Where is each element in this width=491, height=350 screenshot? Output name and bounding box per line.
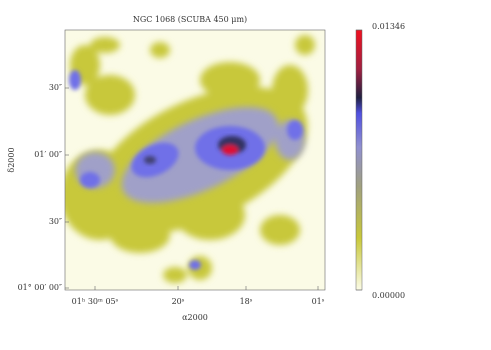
- y-axis-label: δ2000: [7, 147, 16, 172]
- frame: [64, 29, 326, 291]
- x-tick-label: 18ˢ: [240, 297, 253, 306]
- colorbar: [355, 29, 363, 291]
- y-tick-label: 01° 00′ 00″: [18, 283, 62, 292]
- x-tick-label: 20ˢ: [172, 297, 185, 306]
- x-axis-label: α2000: [182, 313, 208, 322]
- chart-title: NGC 1068 (SCUBA 450 μm): [133, 15, 247, 24]
- colorbar-tick-label: 0.00000: [372, 291, 405, 300]
- colorbar-tick-label: 0.01346: [372, 22, 405, 31]
- y-tick-label: 30″: [49, 217, 62, 226]
- x-tick-label: 01ˢ: [312, 297, 325, 306]
- x-tick-label: 01ʰ 30ᵐ 05ˢ: [72, 297, 119, 306]
- image: [65, 30, 325, 290]
- y-tick-label: 30″: [49, 83, 62, 92]
- y-tick-label: 01′ 00″: [34, 150, 62, 159]
